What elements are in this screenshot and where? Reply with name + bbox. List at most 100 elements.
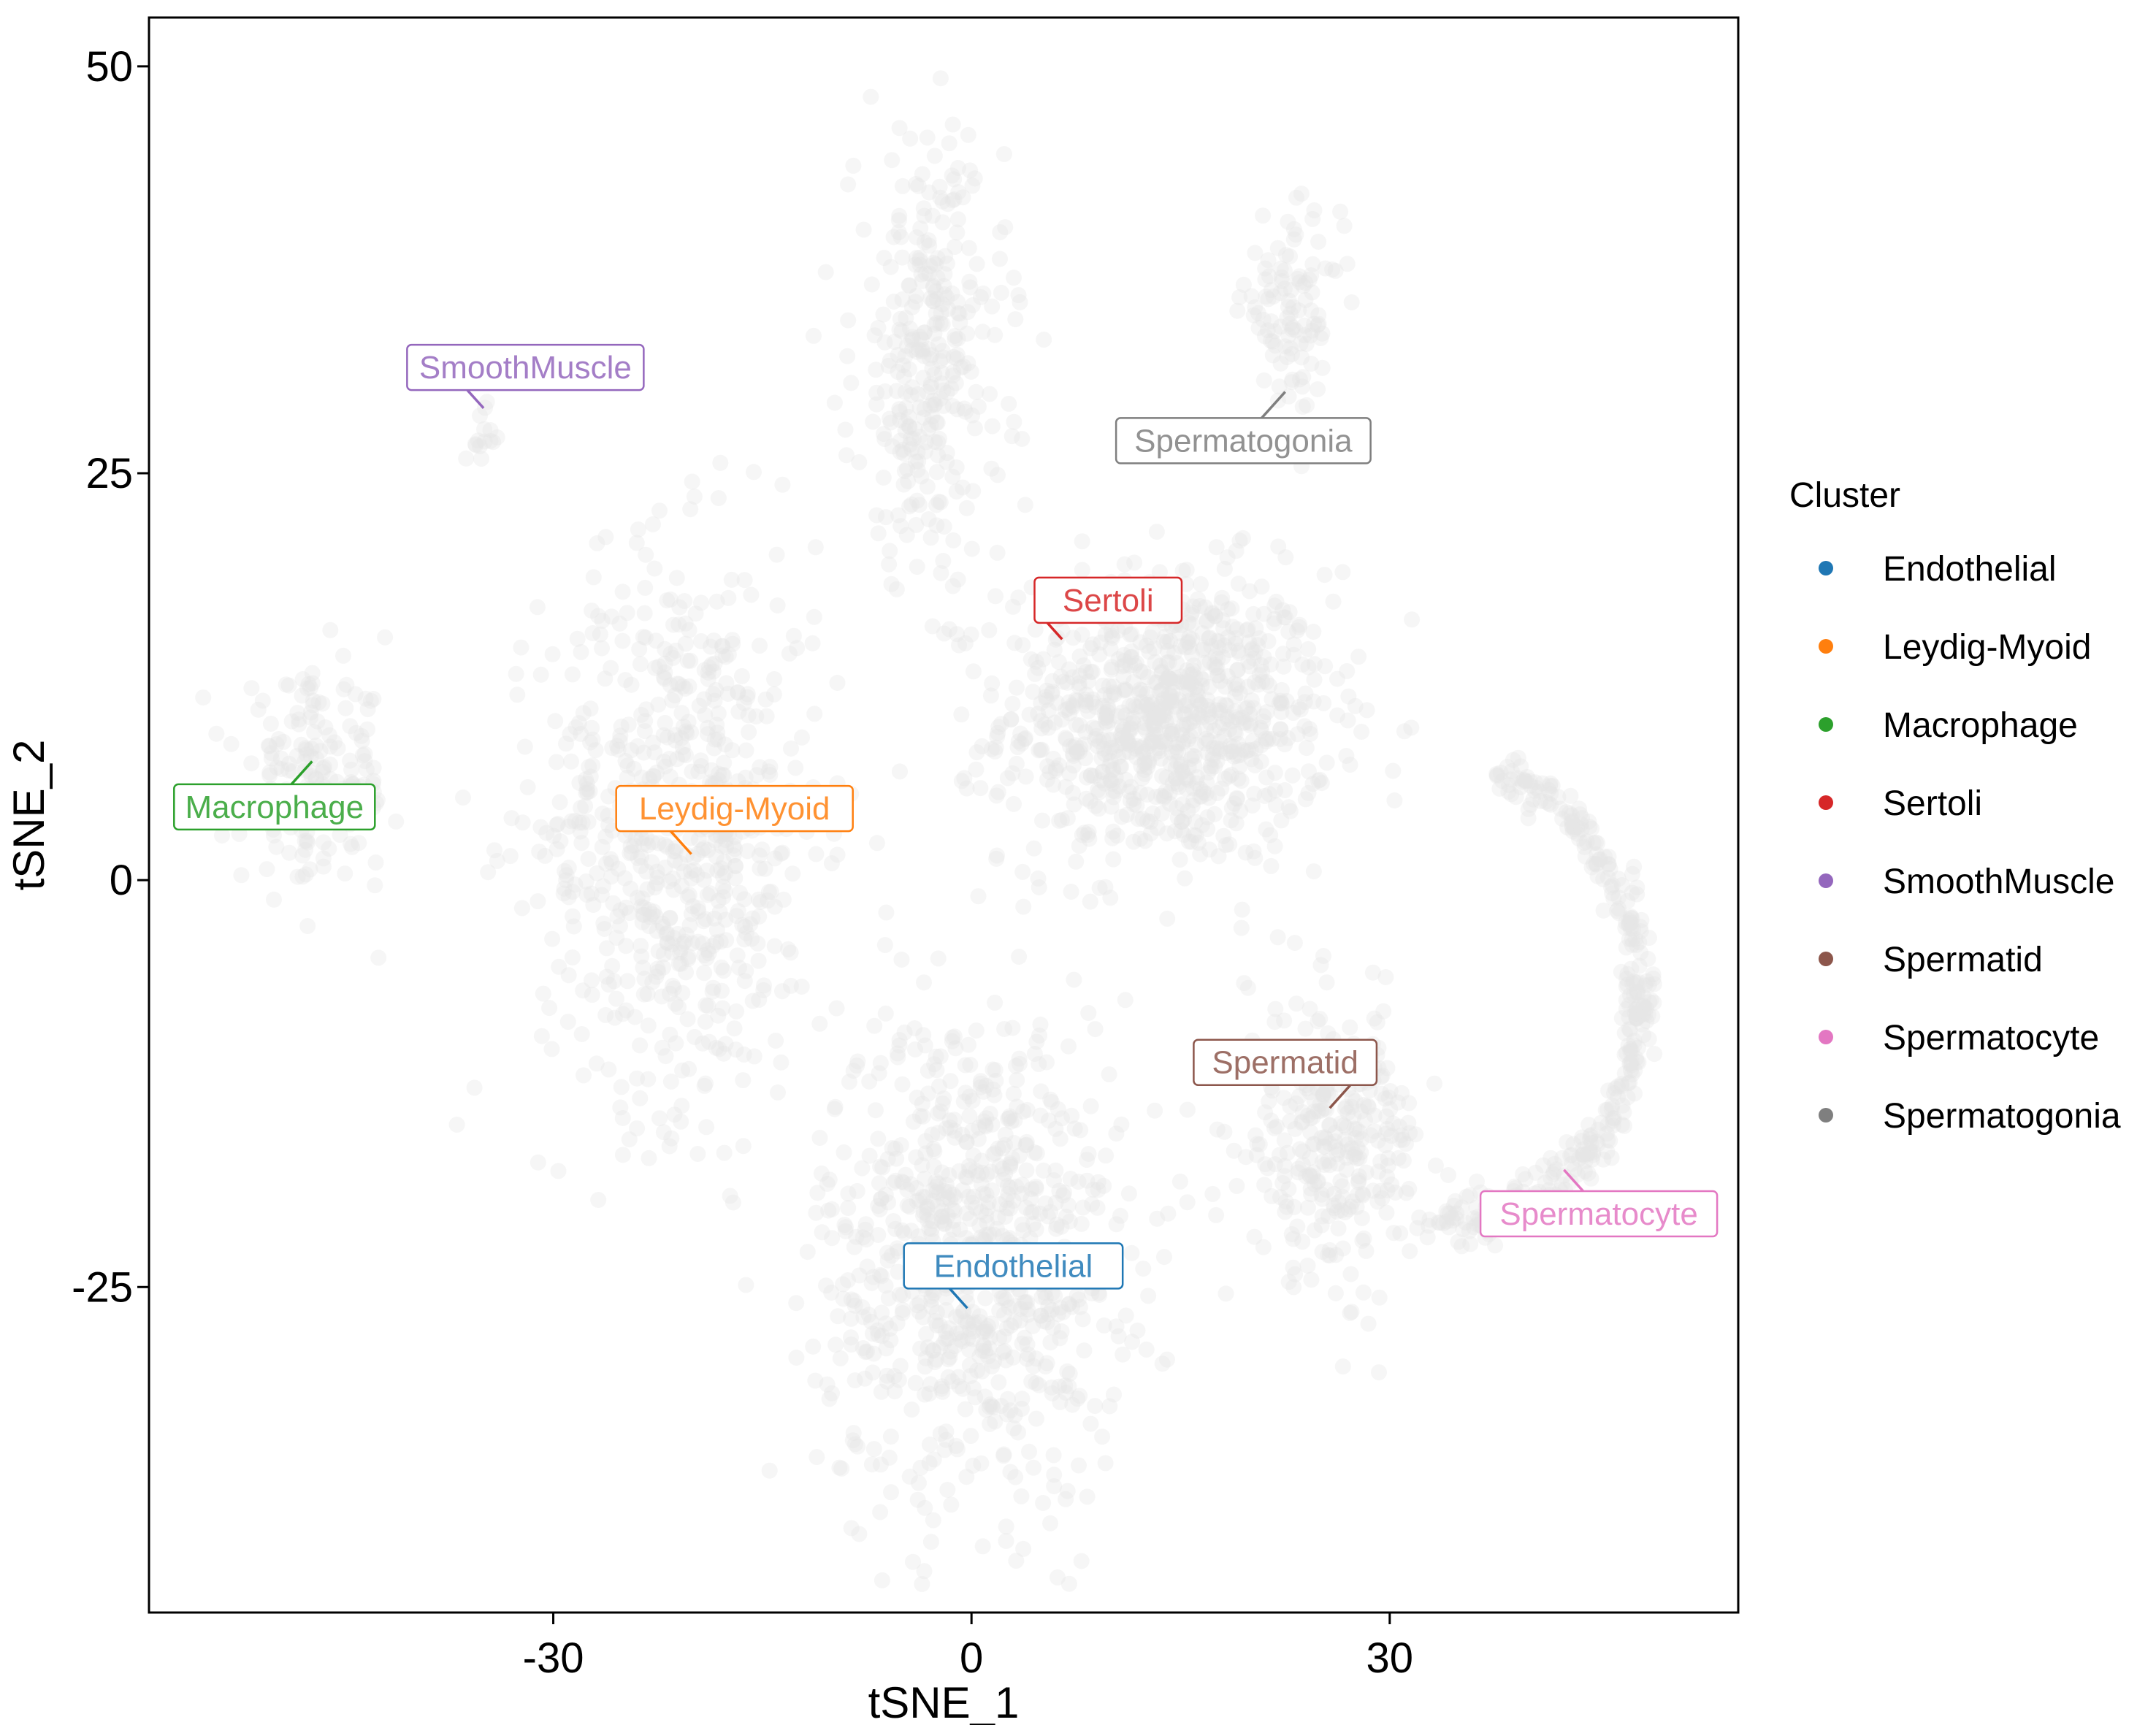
data-point <box>587 742 604 759</box>
data-point <box>304 665 321 681</box>
data-point <box>1045 751 1062 767</box>
data-point <box>908 1149 925 1166</box>
data-point <box>1207 608 1223 624</box>
legend-entry-spermatogonia: Spermatogonia <box>1819 1097 2121 1136</box>
data-point <box>711 765 727 782</box>
data-point <box>358 761 375 778</box>
data-point <box>991 1302 1008 1319</box>
data-point <box>736 931 753 948</box>
data-point <box>877 509 894 526</box>
data-point <box>1001 1230 1018 1247</box>
data-point <box>1269 929 1286 946</box>
data-point <box>917 1350 934 1366</box>
data-point <box>1266 765 1283 781</box>
data-point <box>1110 749 1127 765</box>
data-point <box>945 1186 962 1203</box>
data-point <box>1366 1010 1383 1027</box>
data-point <box>697 1014 714 1030</box>
data-point <box>990 724 1006 741</box>
data-point <box>923 1291 940 1308</box>
data-point <box>872 1055 889 1071</box>
data-point <box>1629 1010 1645 1027</box>
data-point <box>951 1163 968 1179</box>
data-point <box>936 1442 953 1458</box>
data-point <box>1100 701 1117 718</box>
data-point <box>1155 789 1172 806</box>
data-point <box>1173 756 1190 773</box>
data-point <box>632 1037 649 1054</box>
data-point <box>716 754 733 771</box>
data-point <box>1004 1150 1021 1167</box>
data-point <box>1339 663 1356 679</box>
data-point <box>980 1348 996 1365</box>
data-point <box>1512 779 1529 795</box>
data-point <box>975 285 992 302</box>
data-point <box>1329 670 1345 687</box>
x-axis-title: tSNE_1 <box>868 1678 1020 1725</box>
data-point <box>564 666 581 683</box>
data-point <box>1216 637 1233 654</box>
data-point <box>1181 715 1198 732</box>
data-point <box>548 816 565 833</box>
data-point <box>573 800 589 816</box>
data-point <box>996 1343 1013 1359</box>
data-point <box>876 426 892 443</box>
data-point <box>939 1482 956 1498</box>
data-point <box>984 1116 1001 1133</box>
data-point <box>1059 1363 1076 1380</box>
data-point <box>1315 1087 1331 1104</box>
data-point <box>1618 971 1635 987</box>
data-point <box>1166 673 1182 690</box>
data-point <box>984 418 1001 435</box>
data-point <box>1501 777 1517 794</box>
data-point <box>1086 768 1103 784</box>
data-point <box>1635 998 1652 1014</box>
data-point <box>939 255 955 272</box>
data-point <box>863 1456 880 1473</box>
data-point <box>1106 743 1123 760</box>
data-point <box>1605 1112 1621 1129</box>
data-point <box>620 716 637 733</box>
data-point <box>1052 1131 1069 1147</box>
data-point <box>1629 984 1645 1001</box>
data-point <box>1180 803 1196 819</box>
data-point <box>938 1120 955 1137</box>
data-point <box>1189 705 1206 722</box>
data-point <box>659 838 676 855</box>
data-point <box>1161 686 1177 703</box>
data-point <box>1298 335 1315 352</box>
data-point <box>955 189 971 206</box>
data-point <box>947 1189 963 1206</box>
data-point <box>616 870 633 887</box>
data-point <box>1063 884 1079 900</box>
data-point <box>928 283 944 299</box>
data-point <box>909 462 926 478</box>
data-point <box>1622 1022 1638 1039</box>
data-point <box>737 918 754 935</box>
data-point <box>1350 1168 1367 1185</box>
data-point <box>1117 681 1134 697</box>
data-point <box>673 1113 689 1130</box>
data-point <box>889 1240 906 1257</box>
data-point <box>1012 294 1028 310</box>
data-point <box>979 1200 996 1217</box>
data-point <box>1002 1158 1019 1175</box>
data-point <box>1223 713 1240 730</box>
data-point <box>675 746 692 762</box>
data-point <box>973 1176 990 1193</box>
data-point <box>1629 1006 1645 1022</box>
data-point <box>1595 902 1612 919</box>
data-point <box>975 1083 992 1100</box>
data-point <box>668 751 685 768</box>
data-point <box>902 130 919 147</box>
data-point <box>1604 877 1621 894</box>
data-point <box>1322 1117 1338 1133</box>
data-point <box>1219 549 1236 566</box>
data-point <box>1396 723 1413 740</box>
data-point <box>875 470 892 486</box>
data-point <box>612 727 629 744</box>
data-point <box>623 676 640 693</box>
label-text: Spermatid <box>1212 1045 1358 1081</box>
data-point <box>1355 1284 1372 1301</box>
data-point <box>1062 1171 1079 1187</box>
